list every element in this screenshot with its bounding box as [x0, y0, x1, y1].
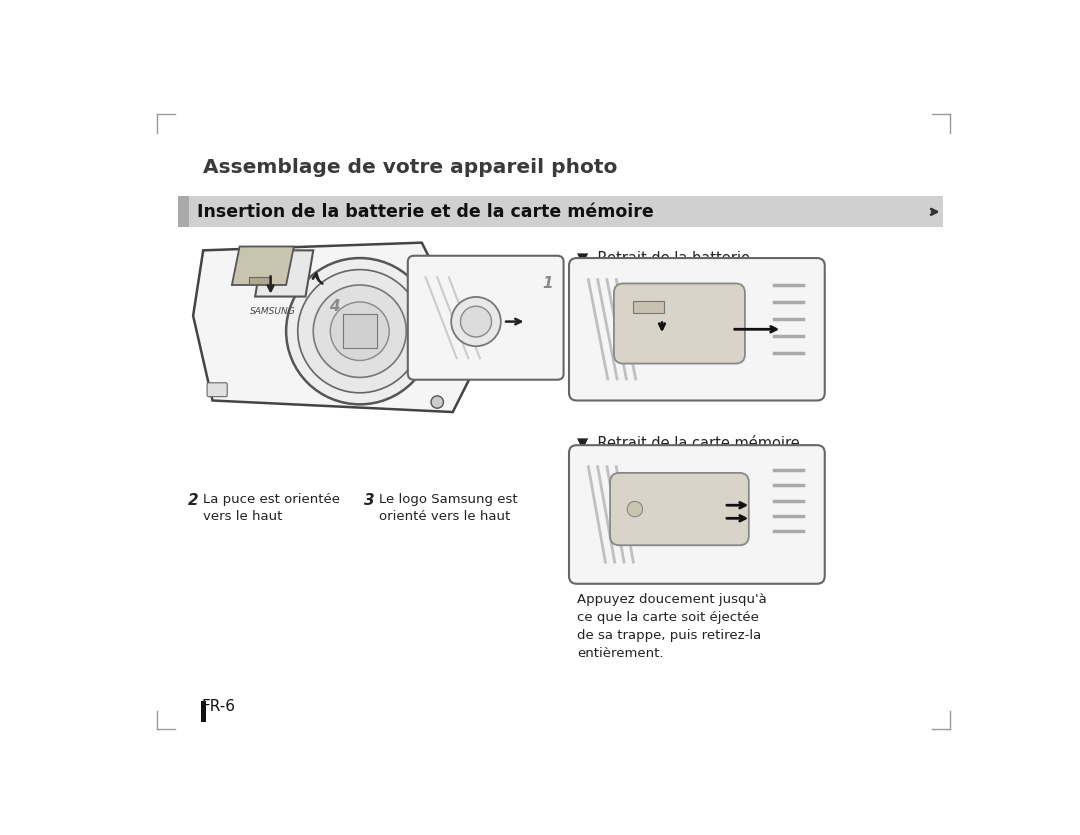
FancyBboxPatch shape: [177, 196, 943, 227]
Circle shape: [451, 297, 501, 347]
FancyBboxPatch shape: [201, 701, 206, 722]
Circle shape: [313, 285, 406, 377]
FancyBboxPatch shape: [633, 301, 663, 313]
Text: ▼  Retrait de la carte mémoire: ▼ Retrait de la carte mémoire: [577, 435, 799, 450]
Text: Insertion de la batterie et de la carte mémoire: Insertion de la batterie et de la carte …: [197, 203, 653, 220]
Circle shape: [627, 501, 643, 517]
Circle shape: [298, 270, 422, 392]
Text: 3: 3: [364, 493, 375, 508]
Polygon shape: [232, 246, 294, 285]
Circle shape: [330, 302, 389, 361]
Text: 1: 1: [542, 276, 553, 291]
Polygon shape: [177, 196, 189, 227]
Circle shape: [422, 352, 437, 368]
Text: SAMSUNG: SAMSUNG: [249, 307, 296, 316]
FancyBboxPatch shape: [248, 276, 270, 284]
FancyBboxPatch shape: [610, 473, 748, 545]
Text: Appuyez doucement jusqu'à
ce que la carte soit éjectée
de sa trappe, puis retire: Appuyez doucement jusqu'à ce que la cart…: [577, 593, 767, 660]
FancyBboxPatch shape: [207, 382, 227, 397]
Circle shape: [286, 258, 433, 404]
FancyBboxPatch shape: [408, 256, 564, 380]
FancyBboxPatch shape: [342, 314, 377, 348]
FancyBboxPatch shape: [569, 445, 825, 584]
Text: Le logo Samsung est
orienté vers le haut: Le logo Samsung est orienté vers le haut: [379, 493, 517, 523]
Polygon shape: [255, 250, 313, 296]
Text: FR-6: FR-6: [202, 699, 235, 714]
Text: ▼  Retrait de la batterie: ▼ Retrait de la batterie: [577, 250, 750, 266]
Text: 2: 2: [188, 493, 199, 508]
Polygon shape: [193, 243, 480, 412]
Text: La puce est orientée
vers le haut: La puce est orientée vers le haut: [203, 493, 340, 523]
Text: 4: 4: [328, 299, 339, 314]
Circle shape: [345, 316, 375, 347]
Circle shape: [460, 306, 491, 337]
FancyBboxPatch shape: [613, 283, 745, 363]
Text: Assemblage de votre appareil photo: Assemblage de votre appareil photo: [203, 158, 618, 177]
FancyBboxPatch shape: [569, 258, 825, 401]
Circle shape: [431, 396, 444, 408]
